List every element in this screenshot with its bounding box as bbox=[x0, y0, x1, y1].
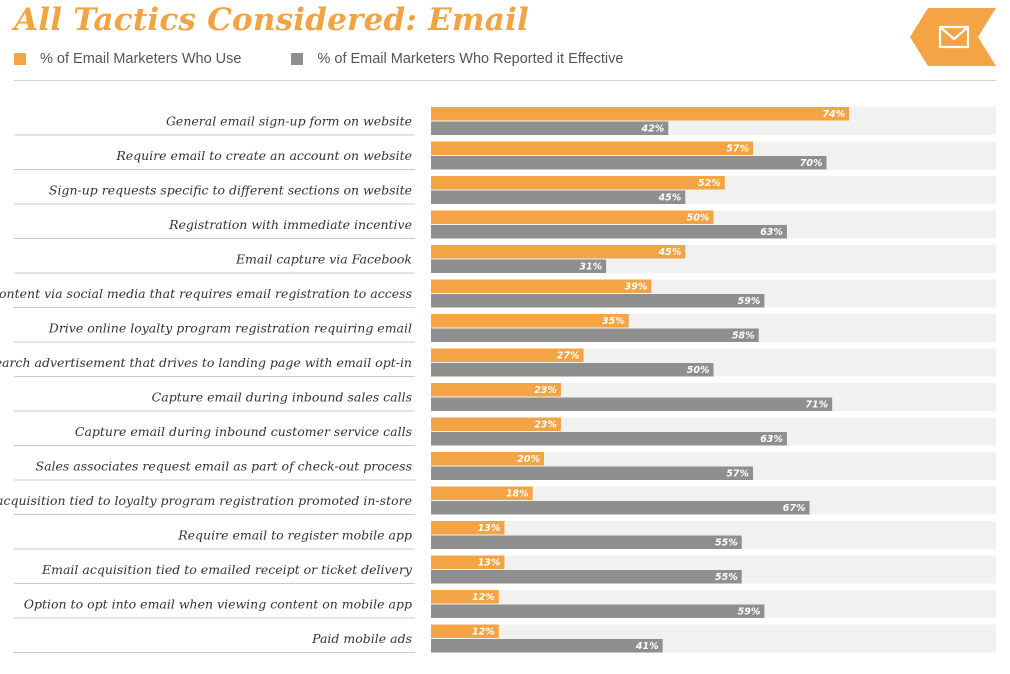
category-label: Sign-up requests specific to different s… bbox=[49, 183, 412, 198]
value-label-effective: 59% bbox=[738, 296, 761, 307]
bar-use bbox=[431, 555, 505, 569]
value-label-use: 52% bbox=[698, 178, 721, 189]
envelope-badge bbox=[910, 8, 996, 66]
value-label-use: 74% bbox=[822, 109, 845, 120]
bar-use bbox=[431, 210, 714, 224]
bar-use bbox=[431, 521, 505, 535]
value-label-effective: 59% bbox=[738, 607, 761, 618]
value-label-effective: 55% bbox=[715, 538, 738, 549]
category-label: Require email to register mobile app bbox=[177, 528, 412, 543]
value-label-use: 23% bbox=[534, 420, 557, 431]
bar-use bbox=[431, 314, 629, 328]
bar-effective bbox=[431, 225, 787, 239]
value-label-use: 12% bbox=[472, 592, 495, 603]
bar-effective bbox=[431, 501, 810, 515]
legend-swatch-effective bbox=[291, 53, 304, 65]
legend-item-use: % of Email Marketers Who Use bbox=[14, 51, 241, 67]
value-label-use: 18% bbox=[506, 489, 529, 500]
bar-use bbox=[431, 279, 652, 293]
legend-label-effective: % of Email Marketers Who Reported it Eff… bbox=[317, 51, 624, 67]
bar-effective bbox=[431, 328, 759, 342]
bar-effective bbox=[431, 397, 833, 411]
bar-use bbox=[431, 348, 584, 362]
category-label: Paid search advertisement that drives to… bbox=[0, 355, 412, 370]
value-label-effective: 50% bbox=[687, 365, 710, 376]
category-label: Promote content via social media that re… bbox=[0, 286, 412, 301]
value-label-effective: 70% bbox=[800, 158, 823, 169]
category-label: Registration with immediate incentive bbox=[168, 217, 412, 232]
value-label-use: 13% bbox=[478, 558, 501, 569]
envelope-icon bbox=[938, 25, 970, 49]
value-label-use: 27% bbox=[557, 351, 580, 362]
value-label-use: 57% bbox=[726, 144, 749, 155]
category-label: Drive online loyalty program registratio… bbox=[48, 321, 412, 336]
value-label-effective: 57% bbox=[726, 469, 749, 480]
bar-effective bbox=[431, 294, 765, 308]
category-label: Capture email during inbound sales calls bbox=[152, 390, 412, 405]
category-label: Option to opt into email when viewing co… bbox=[24, 597, 412, 612]
bar-use bbox=[431, 176, 725, 190]
value-label-effective: 71% bbox=[805, 400, 828, 411]
category-label: Paid mobile ads bbox=[311, 631, 412, 646]
bar-effective bbox=[431, 639, 663, 653]
legend: % of Email Marketers Who Use % of Email … bbox=[14, 50, 673, 68]
value-label-use: 45% bbox=[658, 247, 682, 258]
bar-use bbox=[431, 486, 533, 500]
value-label-use: 23% bbox=[534, 385, 557, 396]
bar-effective bbox=[431, 363, 714, 377]
category-label: Email acquisition tied to emailed receip… bbox=[41, 562, 413, 577]
value-label-effective: 41% bbox=[635, 641, 659, 652]
legend-label-use: % of Email Marketers Who Use bbox=[40, 51, 242, 67]
value-label-use: 13% bbox=[478, 523, 501, 534]
value-label-effective: 63% bbox=[760, 434, 783, 445]
legend-item-effective: % of Email Marketers Who Reported it Eff… bbox=[291, 51, 623, 67]
bar-use bbox=[431, 417, 561, 431]
value-label-use: 20% bbox=[517, 454, 540, 465]
page-title: All Tactics Considered: Email bbox=[14, 2, 530, 38]
bar-effective bbox=[431, 156, 827, 170]
category-label: Email acquisition tied to loyalty progra… bbox=[0, 493, 412, 508]
category-label: Sales associates request email as part o… bbox=[36, 459, 413, 474]
bar-use bbox=[431, 590, 499, 604]
bar-effective bbox=[431, 432, 787, 446]
value-label-effective: 67% bbox=[783, 503, 806, 514]
bar-effective bbox=[431, 535, 742, 549]
value-label-effective: 55% bbox=[715, 572, 738, 583]
bar-use bbox=[431, 624, 499, 638]
bar-use bbox=[431, 245, 686, 259]
bar-effective bbox=[431, 121, 669, 135]
value-label-effective: 63% bbox=[760, 227, 783, 238]
bar-use bbox=[431, 107, 850, 121]
category-label: Capture email during inbound customer se… bbox=[75, 424, 412, 439]
value-label-effective: 31% bbox=[579, 262, 602, 273]
value-label-use: 50% bbox=[687, 213, 710, 224]
bar-effective bbox=[431, 466, 754, 480]
value-label-use: 35% bbox=[602, 316, 625, 327]
bar-effective bbox=[431, 190, 686, 204]
bar-use bbox=[431, 452, 544, 466]
value-label-use: 12% bbox=[472, 627, 495, 638]
category-label: Email capture via Facebook bbox=[235, 252, 412, 267]
bar-use bbox=[431, 141, 754, 155]
value-label-effective: 45% bbox=[658, 193, 682, 204]
header-divider bbox=[14, 80, 996, 81]
value-label-effective: 42% bbox=[641, 124, 665, 135]
category-label: General email sign-up form on website bbox=[166, 114, 412, 129]
bar-effective bbox=[431, 604, 765, 618]
value-label-effective: 58% bbox=[732, 331, 755, 342]
category-label: Require email to create an account on we… bbox=[115, 148, 412, 163]
value-label-use: 39% bbox=[625, 282, 648, 293]
bar-effective bbox=[431, 259, 607, 273]
bar-effective bbox=[431, 570, 742, 584]
bar-use bbox=[431, 383, 561, 397]
legend-swatch-use bbox=[14, 53, 26, 65]
